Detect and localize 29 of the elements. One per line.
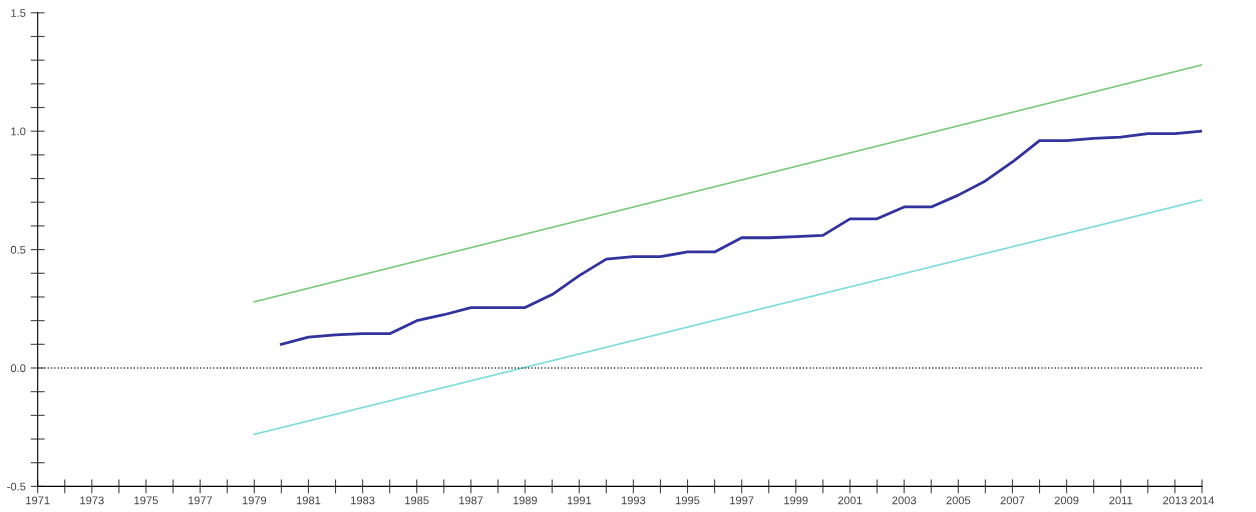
x-tick-label: 1973 [80, 496, 104, 505]
x-tick-label: 1999 [784, 496, 808, 505]
x-tick-label: 2007 [1000, 496, 1025, 505]
line-series [279, 129, 1202, 346]
y-tick-label: 0.0 [10, 364, 26, 373]
x-tick-label: 1993 [621, 496, 646, 505]
x-tick-label: 1995 [676, 496, 700, 505]
x-tick-label: 2011 [1109, 496, 1133, 505]
x-tick-label: 1977 [188, 496, 212, 505]
x-tick-label: 2003 [892, 496, 917, 505]
x-tick-label: 1983 [351, 496, 375, 505]
y-tick-label: 0.5 [10, 245, 26, 254]
x-tick-label: 1989 [513, 496, 537, 505]
y-tick-label: 1.5 [11, 9, 26, 17]
x-tick-label: 1991 [567, 496, 592, 505]
x-tick-label: 1975 [134, 496, 158, 505]
x-tick-label: 2014 [1190, 496, 1215, 505]
x-tick-label: 1987 [459, 496, 483, 505]
x-tick-label: 1981 [296, 496, 321, 505]
x-tick-label: 1979 [242, 496, 267, 505]
x-tick-label: 2005 [946, 496, 971, 505]
x-tick-label: 2001 [838, 496, 862, 505]
y-tick-label: 1.0 [11, 127, 26, 136]
x-tick-label: 2009 [1054, 496, 1079, 505]
y-tick-label: -0.5 [7, 482, 26, 491]
x-tick-label: 1985 [405, 496, 429, 505]
x-tick-label: 1971 [26, 496, 50, 505]
x-tick-label: 1997 [730, 496, 754, 505]
x-tick-label: 2013 [1163, 496, 1187, 505]
